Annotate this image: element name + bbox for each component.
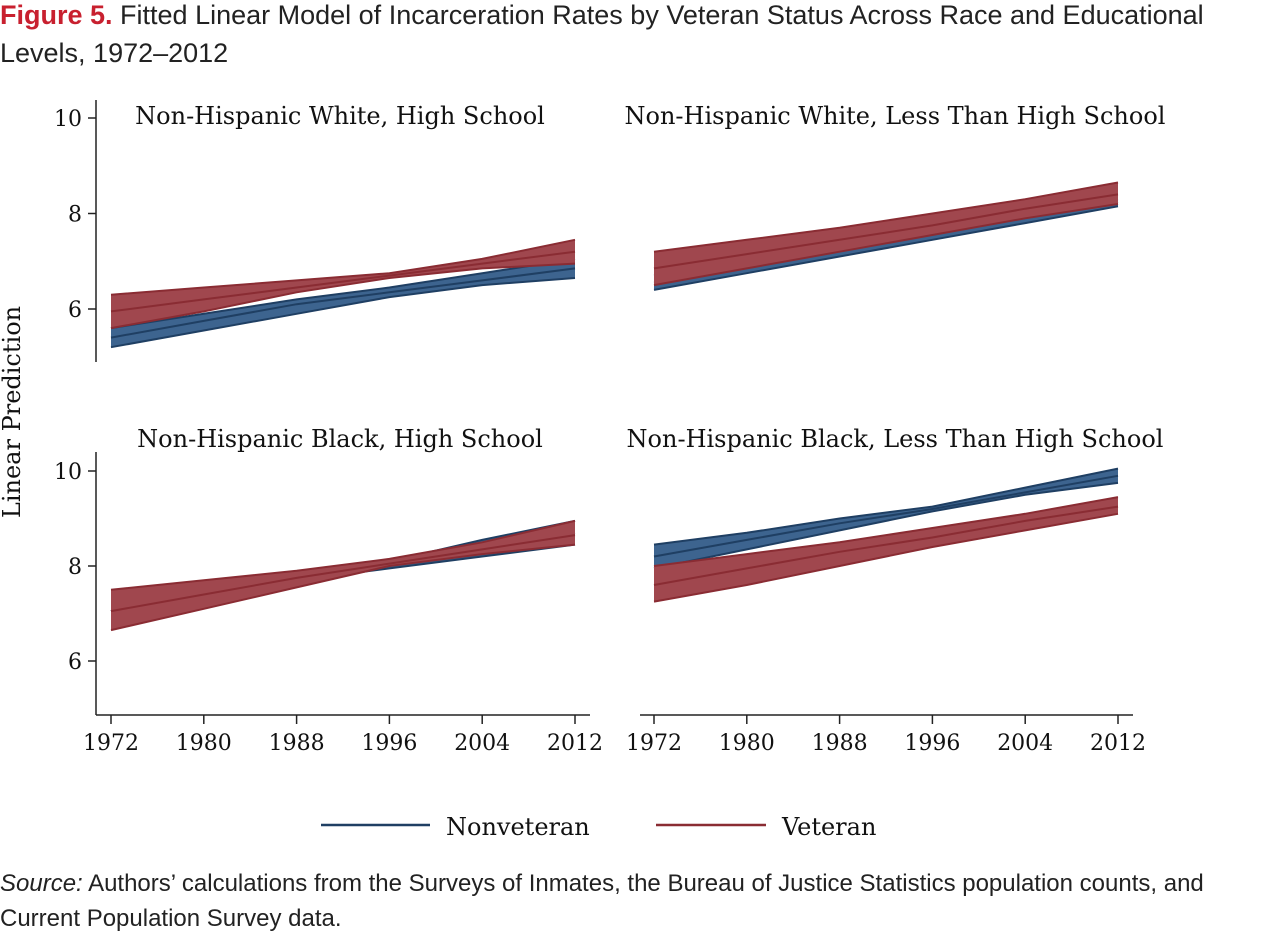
x-tick-label: 2012 [547, 731, 603, 756]
y-axis-label: Linear Prediction [0, 306, 26, 518]
veteran-fit-line [653, 193, 1119, 270]
x-tick-label: 1972 [83, 731, 139, 756]
nonveteran-ci-band [111, 258, 575, 348]
source-label: Source: [0, 870, 83, 897]
x-tick-label: 1980 [719, 731, 775, 756]
panel-4: Non-Hispanic Black, Less Than High Schoo… [626, 425, 1163, 756]
x-tick-label: 1980 [176, 731, 232, 756]
x-tick-label: 1988 [812, 731, 868, 756]
veteran-fit-line [653, 505, 1119, 586]
veteran-upper-bound [110, 238, 576, 296]
veteran-ci-band [654, 497, 1118, 602]
x-tick-label: 2012 [1090, 731, 1146, 756]
veteran-upper-bound [653, 181, 1119, 253]
y-tick-label: 8 [68, 555, 82, 580]
legend-nonveteran-label: Nonveteran [446, 813, 590, 841]
panel-3: Non-Hispanic Black, High School 6 8 10 1972 1… [54, 425, 603, 756]
x-tick-label: 1996 [361, 731, 417, 756]
source-note: Source: Authors’ calculations from the S… [0, 866, 1280, 936]
veteran-fit-line [110, 250, 576, 313]
nonveteran-fit-line [653, 474, 1119, 558]
figure-title: Figure 5. Fitted Linear Model of Incarce… [0, 0, 1280, 72]
veteran-lower-bound [653, 512, 1119, 603]
x-tick-label: 2004 [454, 731, 510, 756]
veteran-lower-bound [653, 203, 1119, 287]
nonveteran-lower-bound [110, 277, 576, 349]
x-tick-label: 2004 [997, 731, 1053, 756]
panel-title: Non-Hispanic White, High School [135, 102, 545, 130]
nonveteran-upper-bound [110, 257, 576, 330]
nonveteran-lower-bound [653, 481, 1119, 570]
figure-title-text: Fitted Linear Model of Incarceration Rat… [0, 0, 1204, 68]
y-tick-label: 6 [68, 298, 82, 323]
panel-title: Non-Hispanic Black, High School [137, 425, 543, 453]
nonveteran-upper-bound [653, 467, 1119, 546]
nonveteran-ci-band [654, 468, 1118, 569]
nonveteran-fit-line [110, 267, 576, 339]
veteran-fit-line [110, 534, 576, 613]
panel-1: Non-Hispanic White, High School 6 8 10 [54, 100, 576, 362]
nonveteran-lower-bound [653, 205, 1119, 291]
x-tick-label: 1972 [626, 731, 682, 756]
veteran-lower-bound [110, 543, 576, 632]
panel-title: Non-Hispanic Black, Less Than High Schoo… [627, 425, 1164, 453]
y-tick-label: 6 [68, 650, 82, 675]
x-tick-label: 1988 [269, 731, 325, 756]
y-tick-label: 10 [54, 460, 82, 485]
figure-label: Figure 5. [0, 0, 113, 30]
y-tick-label: 8 [68, 203, 82, 228]
panel-2: Non-Hispanic White, Less Than High Schoo… [625, 102, 1166, 291]
veteran-upper-bound [110, 519, 576, 591]
source-text: Authors’ calculations from the Surveys o… [0, 870, 1204, 932]
veteran-ci-band [654, 182, 1118, 286]
legend-veteran-label: Veteran [781, 813, 876, 841]
veteran-lower-bound [110, 262, 576, 330]
y-tick-label: 10 [54, 107, 82, 132]
veteran-upper-bound [653, 496, 1119, 567]
x-tick-label: 1996 [904, 731, 960, 756]
panel-title: Non-Hispanic White, Less Than High Schoo… [625, 102, 1166, 130]
legend: Nonveteran Veteran [321, 813, 876, 841]
